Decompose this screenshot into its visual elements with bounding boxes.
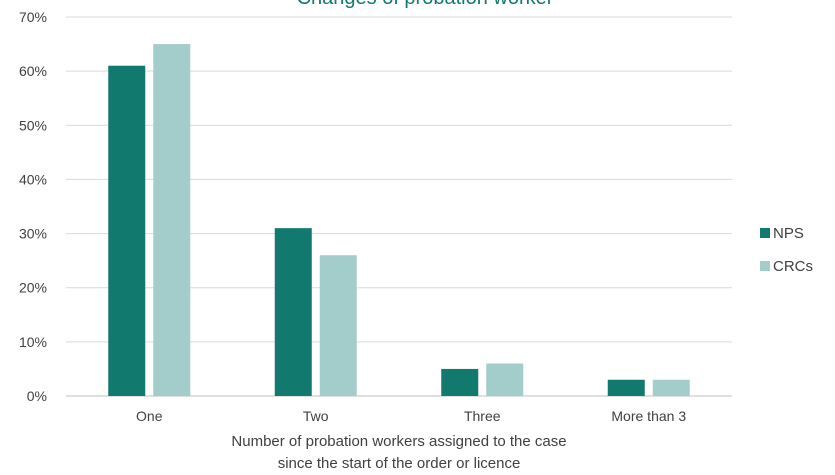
- bar-nps-three: [441, 368, 479, 396]
- bar-crcs-two: [319, 255, 357, 396]
- x-tick-label: More than 3: [611, 408, 686, 424]
- bar-nps-two: [274, 228, 312, 396]
- x-axis-ticks: One Two Three More than 3: [136, 408, 686, 424]
- y-tick-label: 0%: [27, 388, 47, 404]
- x-tick-label: One: [136, 408, 163, 424]
- bar-nps-more-than-3: [607, 379, 645, 396]
- chart-title: Changes of probation worker: [297, 0, 554, 9]
- bar-nps-one: [108, 65, 146, 396]
- y-tick-label: 60%: [19, 63, 47, 79]
- bar-crcs-more-than-3: [652, 379, 690, 396]
- y-tick-label: 40%: [19, 171, 47, 187]
- y-tick-label: 70%: [19, 9, 47, 25]
- x-axis-title-line-2: since the start of the order or licence: [278, 455, 521, 472]
- legend: NPS CRCs: [760, 225, 813, 275]
- y-axis-ticks: 0% 10% 20% 30% 40% 50% 60% 70%: [19, 9, 47, 404]
- x-tick-label: Two: [303, 408, 329, 424]
- x-axis-title-line-1: Number of probation workers assigned to …: [231, 433, 566, 450]
- legend-swatch-crcs: [760, 261, 770, 271]
- legend-swatch-nps: [760, 228, 770, 238]
- y-tick-label: 50%: [19, 117, 47, 133]
- bar-crcs-one: [153, 44, 191, 396]
- x-tick-label: Three: [464, 408, 501, 424]
- y-tick-label: 30%: [19, 226, 47, 242]
- legend-label-crcs: CRCs: [773, 258, 813, 275]
- bar-crcs-three: [486, 363, 524, 396]
- y-tick-label: 20%: [19, 280, 47, 296]
- legend-label-nps: NPS: [773, 225, 804, 242]
- bars: [108, 44, 690, 396]
- y-tick-label: 10%: [19, 334, 47, 350]
